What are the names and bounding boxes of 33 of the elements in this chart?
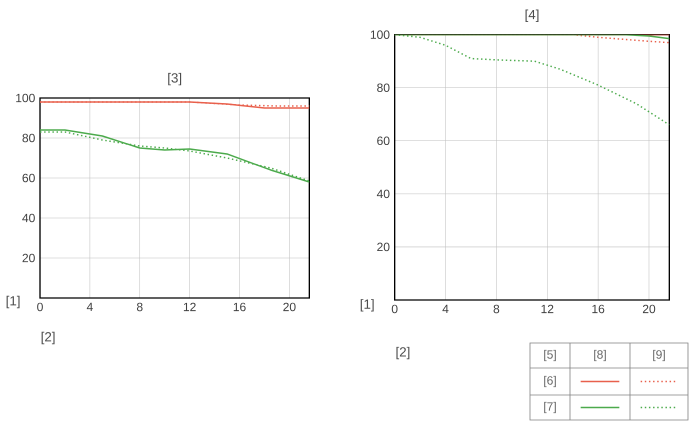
y-axis-title: [1] (6, 296, 20, 308)
x-tick-label: 16 (592, 304, 604, 314)
x-axis-title: [2] (396, 346, 410, 360)
chart-title: [4] (526, 10, 538, 22)
text: [9] (653, 350, 665, 362)
y-tick-label: 80 (22, 134, 35, 142)
x-tick-label: 8 (136, 302, 143, 312)
text: [6] (544, 376, 556, 388)
y-tick-label: 60 (22, 174, 35, 182)
x-tick-label: 4 (442, 304, 449, 313)
y-axis-title: [1] (360, 299, 374, 312)
x-tick-label: 12 (184, 302, 196, 312)
text: [5] (544, 350, 556, 362)
x-tick-label: 16 (234, 302, 246, 312)
chart-title: [3] (168, 72, 182, 86)
text: [7] (544, 402, 556, 414)
y-tick-label: 80 (377, 83, 390, 92)
y-tick-label: 20 (377, 242, 390, 252)
y-tick-label: 60 (377, 136, 390, 146)
y-tick-label: 100 (370, 30, 390, 39)
y-tick-label: 20 (22, 254, 35, 262)
text: [8] (594, 350, 606, 362)
x-tick-label: 0 (37, 302, 43, 312)
x-tick-label: 20 (642, 304, 656, 314)
y-tick-label: 100 (16, 94, 35, 102)
x-tick-label: 0 (392, 304, 398, 314)
x-tick-label: 8 (494, 304, 500, 314)
y-tick-label: 40 (376, 190, 390, 198)
x-tick-label: 20 (283, 302, 296, 312)
x-axis-title: [2] (42, 332, 55, 344)
y-tick-label: 40 (22, 214, 35, 222)
x-tick-label: 4 (86, 302, 93, 311)
x-tick-label: 12 (542, 304, 554, 314)
